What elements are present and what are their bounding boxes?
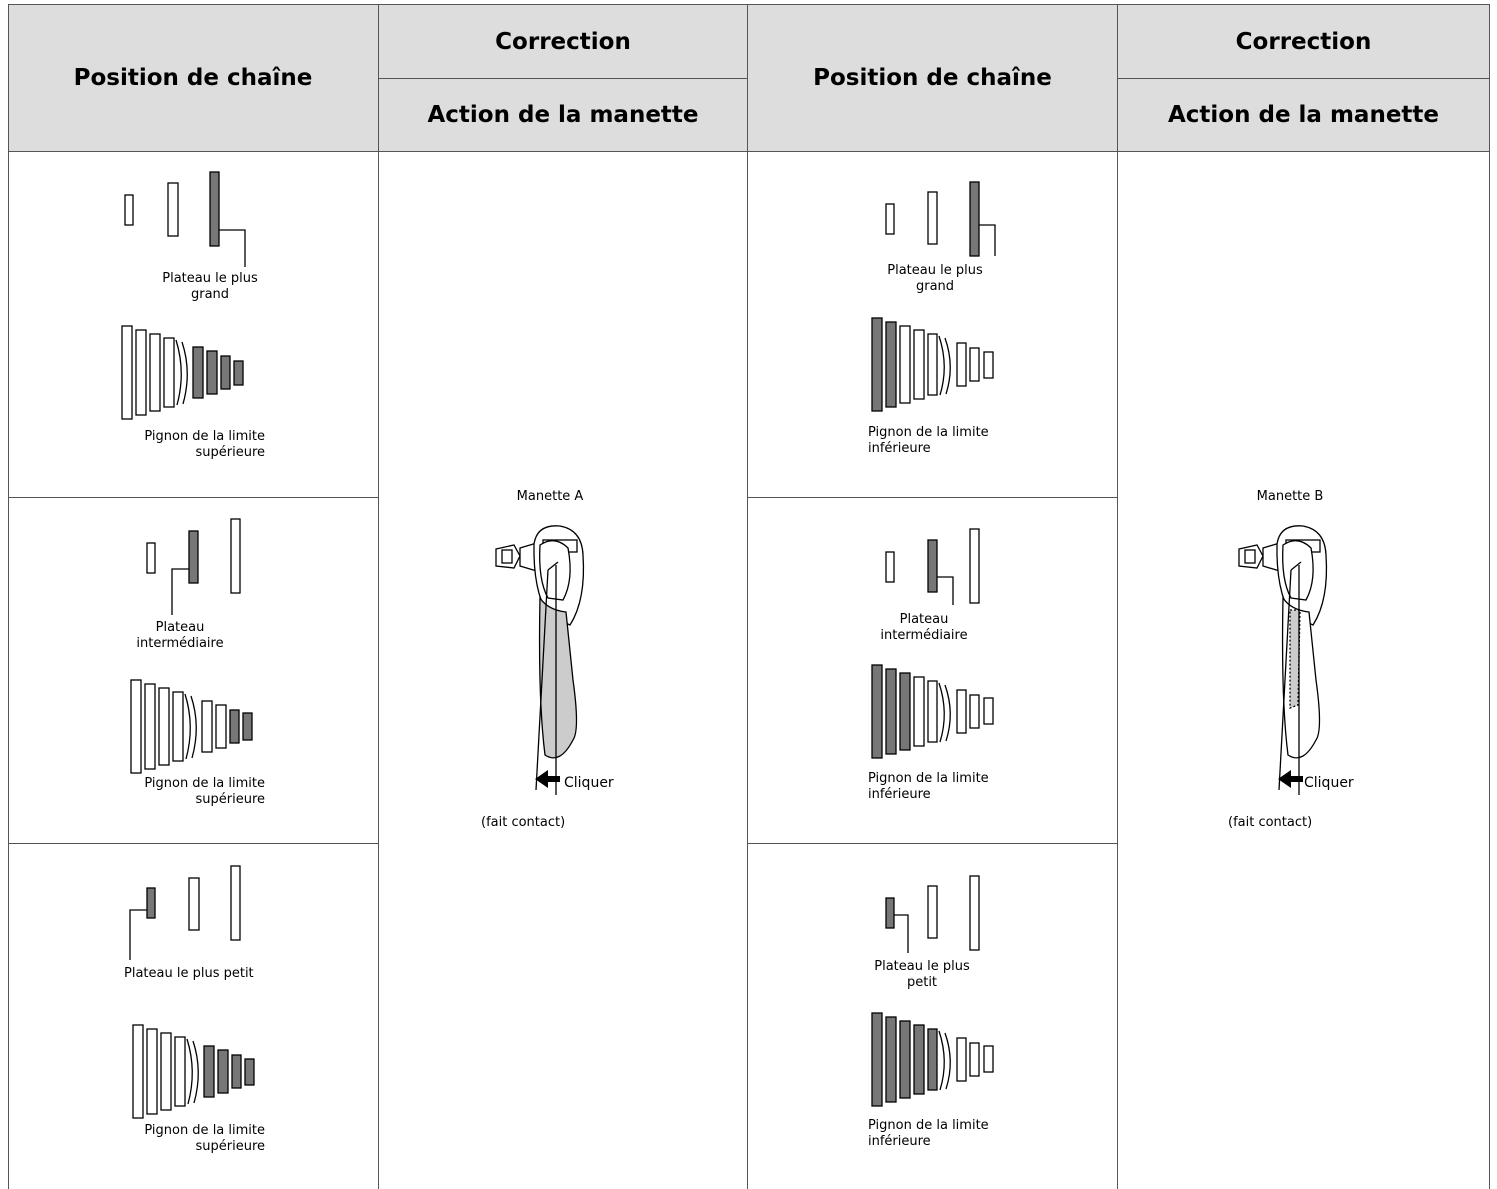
header-correction-right-label: Correction [1235,28,1372,55]
lever-b-note: (fait contact) [1228,815,1313,830]
header-correction-left-label: Correction [495,28,631,55]
lever-a-title: Manette A [516,489,584,504]
column-divider-2 [747,4,748,1189]
lever-a-click-label: Cliquer [564,775,614,791]
lever-a-note: (fait contact) [481,815,566,830]
table-left-border [8,4,9,1189]
header-action-right: Action de la manette [1118,79,1489,151]
header-correction-left: Correction [379,5,747,78]
sprocket-label-right-1: Pignon de la limite inférieure [868,425,1018,457]
chainring-label-right-3: Plateau le plus petit [874,959,970,990]
lever-b-title: Manette B [1256,489,1324,504]
sprocket-label-left-2-text: Pignon de la limite supérieure [144,776,265,807]
header-mid-rule-right [1118,78,1490,79]
header-bottom-border [8,151,1490,152]
header-mid-rule-left [379,78,747,79]
chainring-label-left-3: Plateau le plus petit [124,966,254,981]
sprocket-label-right-2: Pignon de la limite inférieure [868,771,1018,803]
sprocket-label-right-1-text: Pignon de la limite inférieure [868,425,989,456]
column-divider-3 [1117,4,1118,1189]
chainring-label-right-2: Plateau intermédiaire [880,612,968,643]
row-divider-right-1 [748,497,1117,498]
row-divider-left-1 [8,497,378,498]
sprocket-label-left-2: Pignon de la limite supérieure [100,776,265,808]
sprocket-label-left-3: Pignon de la limite supérieure [100,1123,265,1155]
sprocket-label-right-3: Pignon de la limite inférieure [868,1118,1018,1150]
sprocket-label-right-2-text: Pignon de la limite inférieure [868,771,989,802]
header-position-right-label: Position de chaîne [813,65,1052,91]
chainring-label-right-1: Plateau le plus grand [887,263,983,294]
chainring-label-left-1: Plateau le plus grand [162,271,258,302]
table-top-border [8,4,1490,5]
header-correction-right: Correction [1118,5,1489,78]
sprocket-label-left-3-text: Pignon de la limite supérieure [144,1123,265,1154]
row-divider-left-2 [8,843,378,844]
header-position-left-label: Position de chaîne [73,65,313,91]
sprocket-label-left-1: Pignon de la limite supérieure [100,429,265,461]
header-position-right: Position de chaîne [748,5,1117,151]
header-position-left: Position de chaîne [8,5,378,151]
lever-b-click-label: Cliquer [1304,775,1354,791]
column-divider-1 [378,4,379,1189]
sprocket-label-left-1-text: Pignon de la limite supérieure [144,429,265,460]
row-divider-right-2 [748,843,1117,844]
header-action-left-label: Action de la manette [427,102,699,128]
header-action-left: Action de la manette [379,79,747,151]
header-action-right-label: Action de la manette [1167,102,1440,128]
sprocket-label-right-3-text: Pignon de la limite inférieure [868,1118,989,1149]
chainring-label-left-2: Plateau intermédiaire [136,620,224,651]
table-right-border [1489,4,1490,1189]
